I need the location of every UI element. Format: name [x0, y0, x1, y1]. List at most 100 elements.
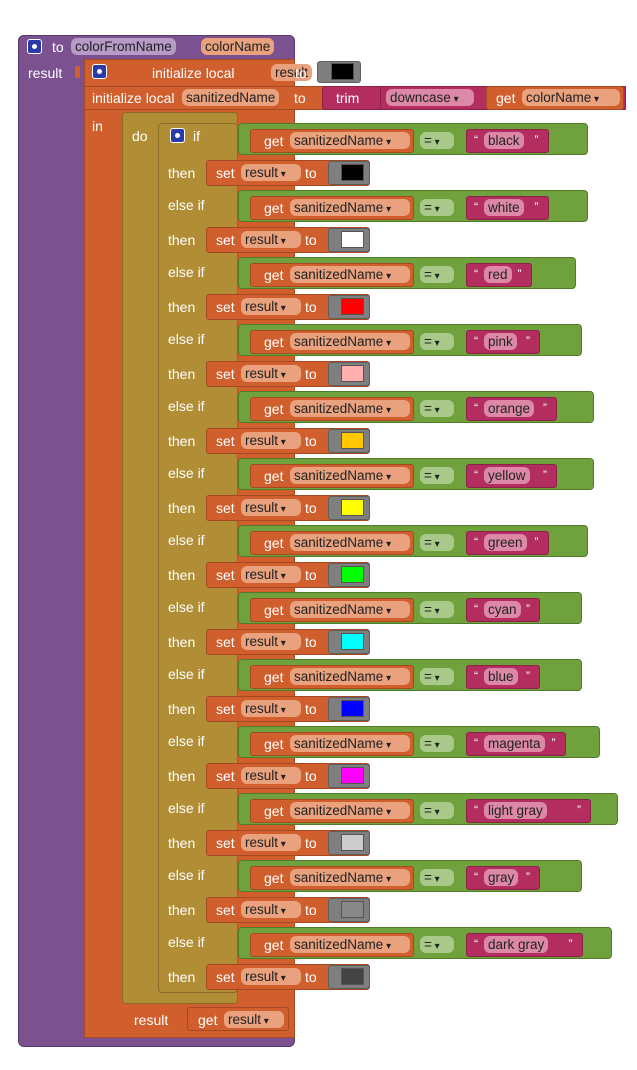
set-result-var-dropdown[interactable]: result: [241, 968, 301, 985]
downcase-dropdown[interactable]: downcase: [386, 89, 474, 106]
init-result-var-field[interactable]: result: [271, 64, 313, 81]
color-swatch[interactable]: [341, 700, 364, 717]
equals-operator-dropdown[interactable]: =: [420, 601, 454, 618]
set-label: set: [216, 969, 235, 985]
then-label: then: [168, 366, 196, 382]
color-name-text-field[interactable]: white: [484, 199, 524, 216]
color-swatch[interactable]: [341, 968, 364, 985]
color-name-text-field[interactable]: light gray: [484, 802, 547, 819]
get-result-dropdown[interactable]: result: [224, 1011, 284, 1028]
open-quote: “: [474, 468, 478, 482]
procedure-param[interactable]: colorName: [201, 38, 275, 55]
set-result-var-dropdown[interactable]: result: [241, 566, 301, 583]
color-name-text-field[interactable]: red: [484, 266, 512, 283]
get-sanitized-dropdown[interactable]: sanitizedName: [290, 668, 410, 685]
get-sanitized-dropdown[interactable]: sanitizedName: [290, 802, 410, 819]
equals-operator-dropdown[interactable]: =: [420, 735, 454, 752]
color-name-text-field[interactable]: magenta: [484, 735, 545, 752]
equals-operator-dropdown[interactable]: =: [420, 936, 454, 953]
init-sanitized-var-field[interactable]: sanitizedName: [182, 89, 280, 106]
color-swatch[interactable]: [341, 231, 364, 248]
color-swatch[interactable]: [341, 432, 364, 449]
set-result-var-dropdown[interactable]: result: [241, 834, 301, 851]
then-label: then: [168, 634, 196, 650]
get-sanitized-dropdown[interactable]: sanitizedName: [290, 333, 410, 350]
get-sanitized-dropdown[interactable]: sanitizedName: [290, 266, 410, 283]
get-sanitized-dropdown[interactable]: sanitizedName: [290, 467, 410, 484]
get-sanitized-dropdown[interactable]: sanitizedName: [290, 601, 410, 618]
set-result-var-dropdown[interactable]: result: [241, 164, 301, 181]
open-quote: “: [474, 334, 478, 348]
color-name-text-field[interactable]: black: [484, 132, 524, 149]
get-colorname-dropdown[interactable]: colorName: [522, 89, 620, 106]
else-if-label: else if: [168, 532, 205, 548]
color-swatch[interactable]: [341, 365, 364, 382]
init-mutator-gear-icon[interactable]: [92, 64, 107, 79]
set-result-var-dropdown[interactable]: result: [241, 365, 301, 382]
open-quote: “: [474, 870, 478, 884]
equals-operator-dropdown[interactable]: =: [420, 534, 454, 551]
set-label: set: [216, 299, 235, 315]
color-name-text-field[interactable]: dark gray: [484, 936, 549, 953]
set-to-label: to: [305, 433, 317, 449]
set-result-var-dropdown[interactable]: result: [241, 499, 301, 516]
color-swatch[interactable]: [341, 901, 364, 918]
close-quote: ”: [526, 602, 530, 616]
color-name-text-field[interactable]: cyan: [484, 601, 521, 618]
color-name-text-field[interactable]: orange: [484, 400, 535, 417]
color-name-text-field[interactable]: blue: [484, 668, 518, 685]
equals-operator-dropdown[interactable]: =: [420, 199, 454, 216]
then-label: then: [168, 567, 196, 583]
procedure-name-field[interactable]: colorFromName: [71, 38, 176, 55]
color-name-text-field[interactable]: green: [484, 534, 527, 551]
set-result-var-dropdown[interactable]: result: [241, 767, 301, 784]
set-to-label: to: [305, 567, 317, 583]
equals-operator-dropdown[interactable]: =: [420, 132, 454, 149]
equals-operator-dropdown[interactable]: =: [420, 400, 454, 417]
color-name-text-field[interactable]: pink: [484, 333, 517, 350]
then-label: then: [168, 969, 196, 985]
close-quote: ”: [526, 669, 530, 683]
get-sanitized-dropdown[interactable]: sanitizedName: [290, 199, 410, 216]
set-result-var-dropdown[interactable]: result: [241, 700, 301, 717]
init-result-color-swatch[interactable]: [331, 63, 354, 80]
get-sanitized-dropdown[interactable]: sanitizedName: [290, 735, 410, 752]
get-sanitized-dropdown[interactable]: sanitizedName: [290, 869, 410, 886]
set-result-var-dropdown[interactable]: result: [241, 298, 301, 315]
color-swatch[interactable]: [341, 298, 364, 315]
set-to-label: to: [305, 969, 317, 985]
get-sanitized-dropdown[interactable]: sanitizedName: [290, 132, 410, 149]
set-to-label: to: [305, 902, 317, 918]
procedure-mutator-gear-icon[interactable]: [27, 39, 42, 54]
set-label: set: [216, 634, 235, 650]
color-swatch[interactable]: [341, 499, 364, 516]
if-block[interactable]: [158, 123, 238, 993]
else-if-label: else if: [168, 867, 205, 883]
do-result-label: result: [134, 1012, 169, 1028]
color-swatch[interactable]: [341, 566, 364, 583]
equals-operator-dropdown[interactable]: =: [420, 266, 454, 283]
get-sanitized-dropdown[interactable]: sanitizedName: [290, 936, 410, 953]
set-result-var-dropdown[interactable]: result: [241, 633, 301, 650]
color-swatch[interactable]: [341, 633, 364, 650]
set-label: set: [216, 768, 235, 784]
get-sanitized-dropdown[interactable]: sanitizedName: [290, 400, 410, 417]
then-label: then: [168, 500, 196, 516]
color-swatch[interactable]: [341, 834, 364, 851]
set-result-var-dropdown[interactable]: result: [241, 432, 301, 449]
color-swatch[interactable]: [341, 164, 364, 181]
set-label: set: [216, 232, 235, 248]
get-sanitized-dropdown[interactable]: sanitizedName: [290, 534, 410, 551]
set-result-var-dropdown[interactable]: result: [241, 901, 301, 918]
equals-operator-dropdown[interactable]: =: [420, 802, 454, 819]
color-swatch[interactable]: [341, 767, 364, 784]
color-name-text-field[interactable]: gray: [484, 869, 519, 886]
equals-operator-dropdown[interactable]: =: [420, 467, 454, 484]
open-quote: “: [474, 937, 478, 951]
equals-operator-dropdown[interactable]: =: [420, 333, 454, 350]
if-mutator-gear-icon[interactable]: [170, 128, 185, 143]
equals-operator-dropdown[interactable]: =: [420, 869, 454, 886]
color-name-text-field[interactable]: yellow: [484, 467, 530, 484]
set-result-var-dropdown[interactable]: result: [241, 231, 301, 248]
equals-operator-dropdown[interactable]: =: [420, 668, 454, 685]
